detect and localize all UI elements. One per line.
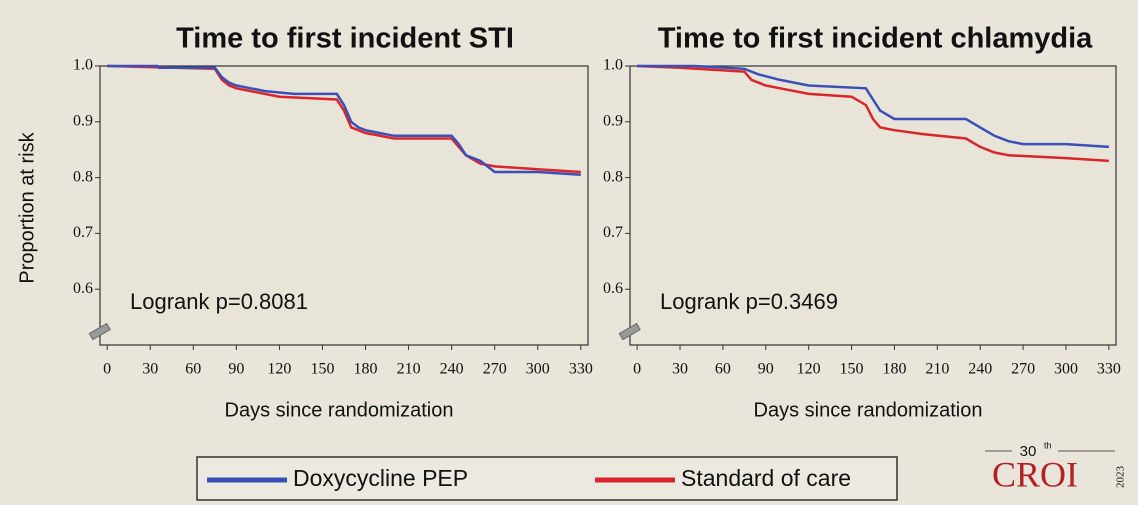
x-tick-label: 90	[228, 361, 244, 378]
x-tick-label: 210	[397, 361, 421, 378]
x-axis-title: Days since randomization	[225, 399, 454, 421]
x-tick-label: 150	[310, 361, 334, 378]
x-tick-label: 180	[354, 361, 378, 378]
x-tick-label: 300	[526, 361, 550, 378]
x-tick-label: 270	[1011, 361, 1035, 378]
x-tick-label: 60	[715, 361, 731, 378]
x-tick-label: 90	[758, 361, 774, 378]
x-tick-label: 30	[672, 361, 688, 378]
y-axis-title: Proportion at risk	[16, 131, 38, 283]
y-tick-label: 1.0	[603, 57, 623, 74]
annotation: Logrank p=0.8081	[130, 289, 308, 314]
x-tick-label: 330	[1097, 361, 1121, 378]
x-tick-label: 240	[440, 361, 464, 378]
logo-superscript: th	[1044, 440, 1052, 450]
survival-curve	[637, 64, 1109, 149]
y-tick-label: 0.7	[603, 224, 623, 241]
survival-curve	[107, 64, 581, 177]
y-tick-label: 0.6	[73, 280, 93, 297]
logo-edition: 30	[1020, 443, 1037, 460]
x-tick-label: 0	[633, 361, 641, 378]
x-tick-label: 270	[483, 361, 507, 378]
legend-box	[196, 456, 898, 501]
logo: 30 th CROI 2023	[985, 440, 1127, 494]
x-tick-label: 300	[1054, 361, 1078, 378]
annotation: Logrank p=0.3469	[660, 289, 838, 314]
x-tick-label: 60	[185, 361, 201, 378]
x-tick-label: 120	[797, 361, 821, 378]
x-tick-label: 330	[569, 361, 593, 378]
legend-label: Standard of care	[681, 465, 851, 491]
x-tick-label: 240	[968, 361, 992, 378]
logo-name: CROI	[992, 454, 1078, 494]
chart-title: Time to first incident STI	[176, 23, 514, 55]
y-tick-label: 0.6	[603, 280, 623, 297]
x-tick-label: 210	[925, 361, 949, 378]
y-tick-label: 0.9	[73, 112, 93, 129]
legend-label: Doxycycline PEP	[293, 465, 468, 491]
x-tick-label: 120	[267, 361, 291, 378]
y-tick-label: 0.8	[603, 168, 623, 185]
x-tick-label: 0	[103, 361, 111, 378]
survival-curve	[107, 64, 581, 174]
plot-area	[629, 65, 1117, 346]
y-tick-label: 0.9	[603, 112, 623, 129]
y-tick-label: 0.8	[73, 168, 93, 185]
y-tick-label: 0.7	[73, 224, 93, 241]
axis-break	[88, 322, 111, 341]
x-tick-label: 180	[882, 361, 906, 378]
x-axis-title: Days since randomization	[754, 399, 983, 421]
x-tick-label: 150	[840, 361, 864, 378]
survival-curve	[637, 64, 1109, 163]
y-tick-label: 1.0	[73, 57, 93, 74]
axis-break	[618, 322, 641, 341]
logo-year: 2023	[1115, 466, 1127, 489]
chart-title: Time to first incident chlamydia	[658, 23, 1093, 55]
x-tick-label: 30	[142, 361, 158, 378]
